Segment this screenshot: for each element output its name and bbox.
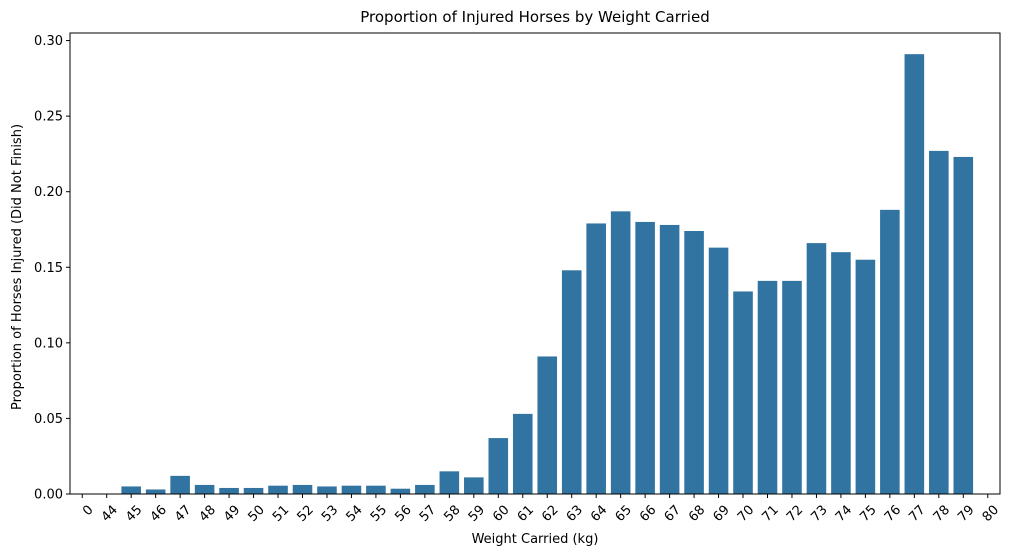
bar-77 xyxy=(904,54,925,495)
x-tick-label-61: 61 xyxy=(515,503,537,525)
bar-58 xyxy=(439,471,460,494)
bar-75 xyxy=(855,259,876,494)
bar-64 xyxy=(586,223,606,494)
bar-76 xyxy=(880,209,900,494)
x-tick-label-56: 56 xyxy=(392,503,414,525)
x-tick-label-67: 67 xyxy=(662,503,684,525)
bar-67 xyxy=(659,224,680,494)
bar-72 xyxy=(782,280,802,494)
bar-63 xyxy=(561,270,582,494)
y-tick-label: 0.25 xyxy=(34,110,63,125)
x-tick-label-60: 60 xyxy=(490,503,512,525)
y-tick-label: 0.20 xyxy=(34,185,63,200)
bar-52 xyxy=(292,484,313,494)
y-tick-label: 0.00 xyxy=(34,488,63,503)
x-tick-label-76: 76 xyxy=(882,503,904,525)
x-tick-label-66: 66 xyxy=(637,503,659,525)
bar-46 xyxy=(145,489,166,494)
x-tick-label-62: 62 xyxy=(539,503,561,525)
bar-62 xyxy=(537,356,558,494)
x-axis-label: Weight Carried (kg) xyxy=(472,532,599,547)
bar-68 xyxy=(684,231,704,494)
bar-78 xyxy=(929,150,949,494)
y-tick-label: 0.05 xyxy=(34,412,63,427)
x-tick-label-69: 69 xyxy=(711,503,733,525)
bar-74 xyxy=(831,252,851,494)
bar-70 xyxy=(733,291,753,494)
x-tick-label-50: 50 xyxy=(246,503,268,525)
bar-53 xyxy=(317,486,337,494)
x-tick-label-49: 49 xyxy=(221,503,243,525)
y-tick-label: 0.30 xyxy=(34,34,63,49)
y-axis-label: Proportion of Horses Injured (Did Not Fi… xyxy=(10,124,25,410)
x-tick-label-80: 80 xyxy=(980,503,1002,525)
x-tick-label-48: 48 xyxy=(197,503,219,525)
x-tick-label-45: 45 xyxy=(123,503,145,525)
x-tick-label-58: 58 xyxy=(441,503,463,525)
x-axis: 0 44 45 46 47 48 49 50 51 52 53 54 55 56 57 58 59 60 61 62 6… xyxy=(80,494,1002,525)
bar-61 xyxy=(512,413,533,494)
bars-group xyxy=(121,54,974,495)
x-tick-label-63: 63 xyxy=(564,503,586,525)
bar-73 xyxy=(806,243,827,494)
plot-frame xyxy=(69,32,1001,495)
x-tick-label-78: 78 xyxy=(931,503,953,525)
y-tick-label: 0.10 xyxy=(34,336,63,351)
x-tick-label-54: 54 xyxy=(343,503,365,525)
bar-56 xyxy=(390,488,411,494)
bar-60 xyxy=(488,438,509,494)
x-tick-label-55: 55 xyxy=(368,503,390,525)
x-tick-label-44: 44 xyxy=(99,503,121,525)
bar-66 xyxy=(635,221,655,494)
x-tick-label-74: 74 xyxy=(833,503,855,525)
x-tick-label-64: 64 xyxy=(588,503,610,525)
bar-50 xyxy=(243,487,264,494)
y-tick-label: 0.15 xyxy=(34,261,63,276)
bar-59 xyxy=(464,477,484,494)
x-tick-label-71: 71 xyxy=(759,503,781,525)
x-tick-label-72: 72 xyxy=(784,503,806,525)
bar-51 xyxy=(268,485,288,494)
bar-65 xyxy=(610,211,631,494)
chart-title: Proportion of Injured Horses by Weight C… xyxy=(360,8,709,26)
x-tick-label-51: 51 xyxy=(270,503,292,525)
bar-69 xyxy=(708,247,729,494)
x-tick-label-65: 65 xyxy=(613,503,635,525)
x-tick-label-73: 73 xyxy=(808,503,830,525)
x-tick-label-77: 77 xyxy=(906,503,928,525)
x-tick-label-68: 68 xyxy=(686,503,708,525)
bar-57 xyxy=(415,484,435,494)
x-tick-label-0: 0 xyxy=(80,503,96,519)
bar-45 xyxy=(121,486,141,494)
x-tick-label-75: 75 xyxy=(857,503,879,525)
bar-54 xyxy=(341,485,362,494)
x-tick-label-47: 47 xyxy=(172,503,194,525)
x-tick-label-59: 59 xyxy=(466,503,488,525)
x-tick-label-79: 79 xyxy=(955,503,977,525)
x-tick-label-57: 57 xyxy=(417,503,439,525)
bar-55 xyxy=(366,485,386,494)
bar-79 xyxy=(953,156,974,494)
bar-48 xyxy=(194,484,215,494)
x-tick-label-46: 46 xyxy=(148,503,170,525)
bar-49 xyxy=(219,487,239,494)
x-tick-label-52: 52 xyxy=(294,503,316,525)
x-tick-label-53: 53 xyxy=(319,503,341,525)
x-tick-label-70: 70 xyxy=(735,503,757,525)
bar-47 xyxy=(170,475,190,494)
bar-71 xyxy=(757,280,778,494)
y-axis: 0.00 0.05 0.10 0.15 0.20 0.25 0.30 xyxy=(34,34,70,503)
